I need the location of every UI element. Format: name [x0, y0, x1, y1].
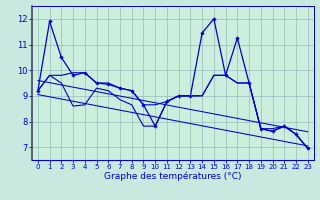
- X-axis label: Graphe des températures (°C): Graphe des températures (°C): [104, 172, 242, 181]
